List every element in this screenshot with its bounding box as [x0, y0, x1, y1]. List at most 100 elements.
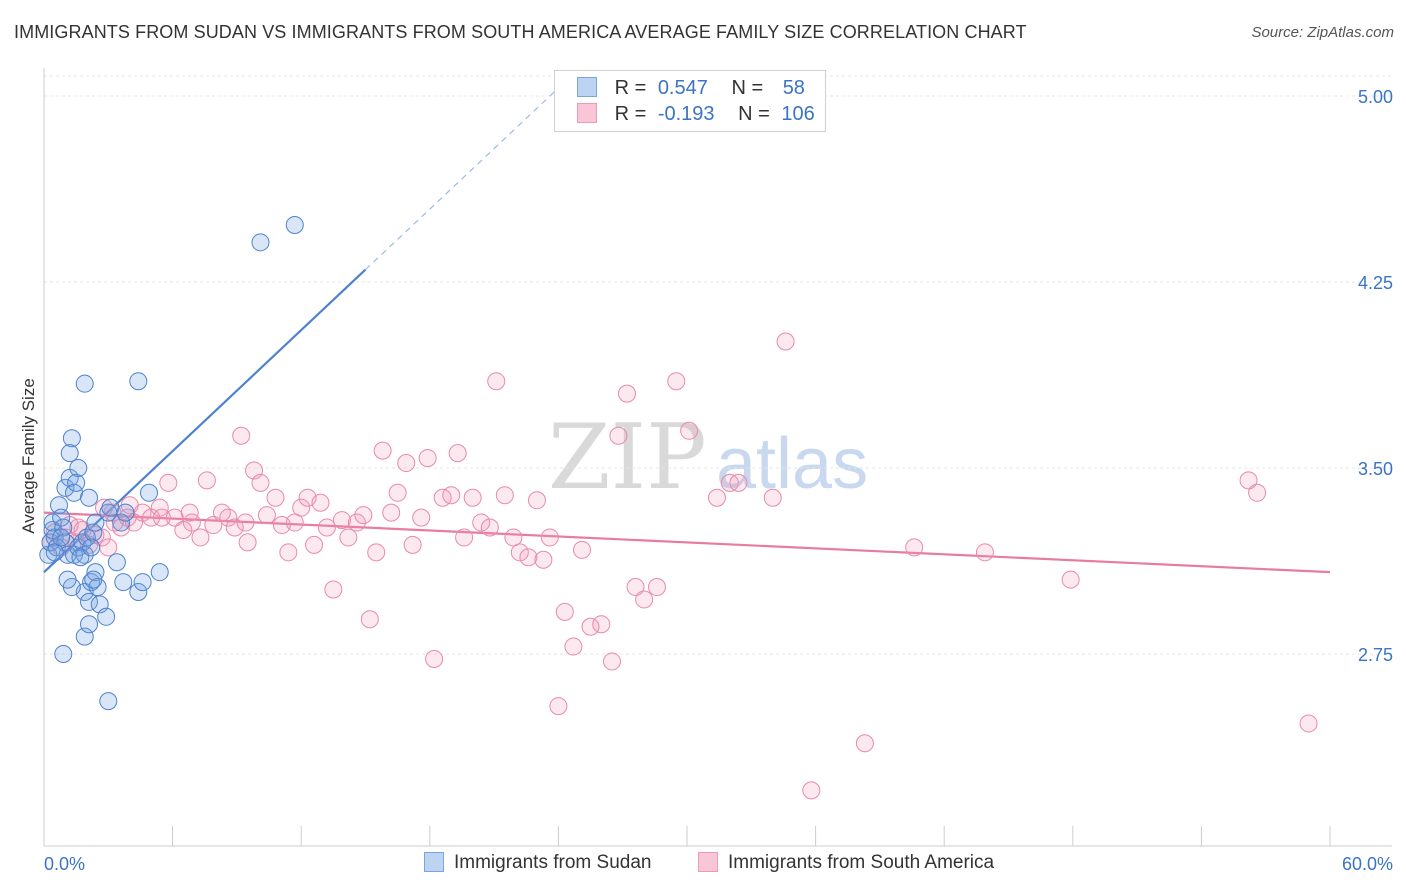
data-point-sudan: [67, 473, 86, 492]
legend-n-value-south-america: 106: [781, 103, 815, 125]
data-point-south-america: [382, 503, 401, 522]
legend-row-south-america: R = -0.193 N = 106: [577, 103, 815, 126]
data-point-south-america: [581, 617, 600, 636]
data-point-sudan: [82, 538, 101, 557]
data-point-south-america: [292, 498, 311, 517]
data-point-sudan: [86, 513, 105, 532]
data-point-south-america: [549, 697, 568, 716]
data-point-south-america: [463, 488, 482, 507]
data-point-south-america: [855, 734, 874, 753]
data-point-south-america: [609, 426, 628, 445]
data-point-south-america: [480, 518, 499, 537]
data-point-south-america: [626, 578, 645, 597]
data-point-south-america: [354, 506, 373, 525]
bottom-legend-label-south-america: Immigrants from South America: [728, 852, 995, 873]
data-point-south-america: [232, 426, 251, 445]
data-point-sudan: [69, 459, 88, 477]
data-point-south-america: [519, 548, 538, 567]
data-point-south-america: [527, 491, 546, 510]
data-point-sudan: [80, 592, 99, 611]
data-point-south-america: [667, 372, 686, 391]
trend-line-solid: [43, 268, 367, 573]
data-point-south-america: [602, 652, 621, 671]
data-point-south-america: [680, 421, 699, 440]
trend-line-sudan: [43, 87, 559, 573]
data-point-south-america: [332, 511, 351, 530]
data-point-sudan: [285, 215, 304, 234]
data-point-south-america: [219, 508, 238, 527]
data-point-sudan: [45, 543, 64, 562]
data-point-sudan: [75, 374, 94, 393]
data-point-south-america: [311, 493, 330, 512]
data-point-south-america: [225, 518, 244, 537]
data-point-sudan: [99, 692, 118, 711]
legend-r-value-sudan: 0.547: [657, 77, 708, 99]
data-point-south-america: [617, 384, 636, 403]
data-point-south-america: [236, 513, 255, 532]
series-sudan: [39, 215, 304, 711]
data-point-sudan: [107, 553, 126, 572]
data-point-south-america: [367, 543, 386, 562]
bottom-legend-swatch-south-america: [698, 852, 718, 872]
data-point-south-america: [487, 372, 506, 391]
data-point-sudan: [114, 573, 133, 592]
data-point-south-america: [360, 610, 379, 629]
x-tick-max: 60.0%: [1342, 854, 1393, 874]
y-tick-label: 3.50: [1358, 459, 1393, 479]
data-point-south-america: [534, 550, 553, 569]
legend-swatch-sudan: [577, 77, 597, 97]
bottom-legend-label-sudan: Immigrants from Sudan: [454, 852, 652, 873]
data-point-south-america: [159, 473, 178, 492]
data-point-south-america: [1248, 483, 1267, 502]
data-point-south-america: [339, 528, 358, 547]
data-point-south-america: [197, 471, 216, 490]
y-tick-label: 5.00: [1358, 87, 1393, 107]
data-point-south-america: [1239, 471, 1258, 490]
data-point-south-america: [403, 535, 422, 554]
data-point-south-america: [418, 449, 437, 468]
data-point-south-america: [324, 580, 343, 599]
data-point-sudan: [116, 503, 135, 522]
axes: [43, 68, 1392, 847]
data-point-sudan: [101, 498, 120, 517]
data-point-sudan: [84, 570, 103, 589]
data-point-south-america: [510, 543, 529, 562]
data-point-sudan: [56, 478, 75, 497]
data-point-south-america: [285, 513, 304, 532]
data-point-sudan: [58, 570, 77, 589]
data-point-sudan: [43, 513, 62, 532]
trend-line-extension: [365, 87, 559, 271]
data-point-sudan: [80, 488, 99, 507]
data-point-sudan: [62, 429, 81, 448]
data-point-south-america: [1299, 714, 1318, 733]
data-point-south-america: [564, 637, 583, 656]
data-point-south-america: [647, 578, 666, 597]
data-point-south-america: [257, 506, 276, 525]
watermark-zip: ZIP: [548, 405, 707, 510]
data-point-south-america: [504, 528, 523, 547]
data-point-south-america: [708, 488, 727, 507]
data-point-south-america: [905, 538, 924, 557]
data-point-south-america: [975, 543, 994, 562]
data-point-south-america: [317, 518, 336, 537]
data-point-south-america: [397, 454, 416, 473]
data-point-south-america: [388, 483, 407, 502]
legend-n-label: N =: [731, 77, 764, 99]
x-tick-min: 0.0%: [44, 854, 85, 874]
data-point-sudan: [97, 607, 116, 626]
data-point-south-america: [180, 503, 199, 522]
legend-n-label: N =: [738, 103, 770, 125]
data-point-south-america: [455, 528, 474, 547]
data-point-sudan: [80, 615, 99, 634]
data-point-south-america: [425, 649, 444, 668]
data-point-south-america: [729, 473, 748, 492]
data-point-sudan: [140, 483, 159, 502]
data-point-south-america: [495, 486, 514, 505]
source-label: Source: ZipAtlas.com: [1251, 24, 1394, 41]
legend-r-label: R =: [614, 77, 647, 99]
data-point-south-america: [592, 615, 611, 634]
gridlines: [44, 75, 1392, 655]
bottom-legend-sudan: Immigrants from Sudan: [424, 852, 651, 874]
data-point-sudan: [133, 573, 152, 592]
